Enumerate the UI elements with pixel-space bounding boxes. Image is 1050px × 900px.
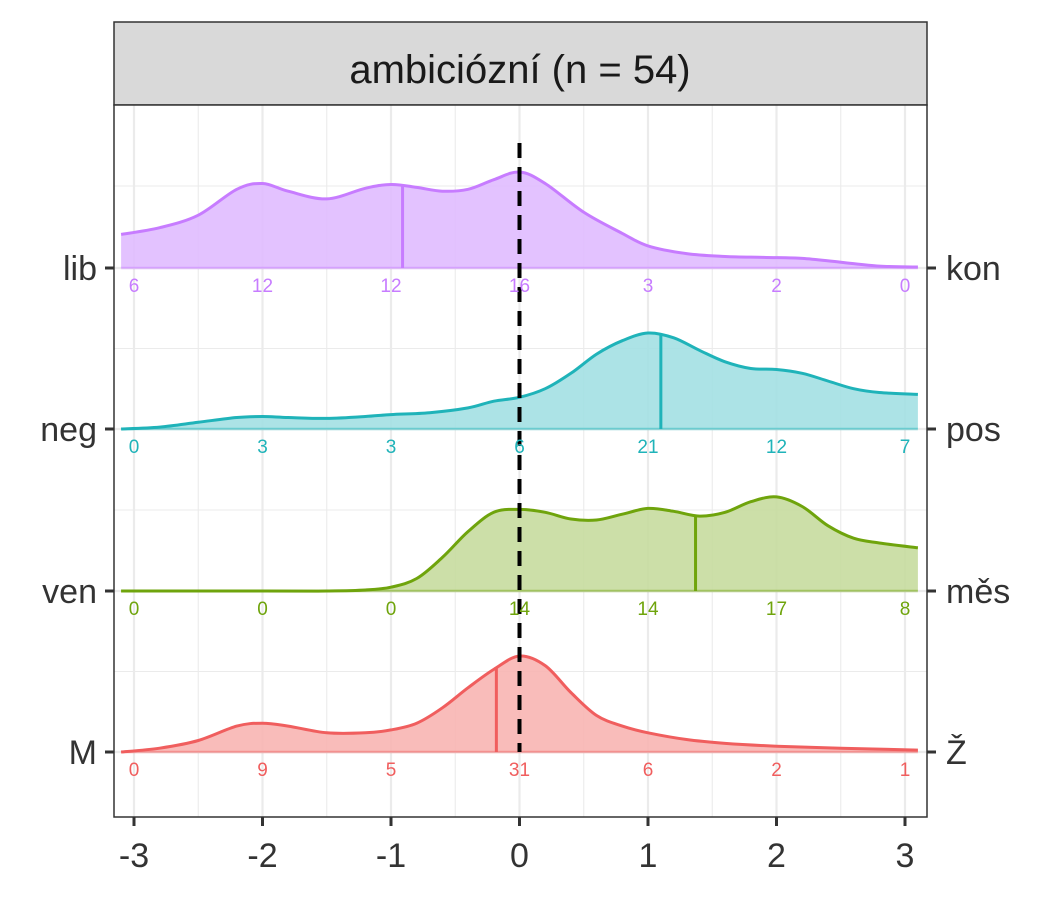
count-label: 16 (509, 276, 530, 297)
count-label: 0 (129, 760, 140, 781)
count-label: 3 (386, 437, 397, 458)
count-label: 21 (637, 437, 658, 458)
left-axis-label: lib (63, 250, 97, 288)
count-label: 0 (129, 599, 140, 620)
count-label: 17 (766, 599, 787, 620)
ridge-curve (121, 331, 918, 431)
count-label: 6 (129, 276, 140, 297)
right-axis-label: Ž (946, 734, 967, 772)
count-label: 2 (771, 760, 782, 781)
right-axis: kon pos měs Ž (927, 250, 1010, 772)
count-label: 8 (900, 599, 911, 620)
x-tick-label: 3 (896, 837, 915, 875)
x-axis: -3 -2 -1 0 1 2 3 (119, 817, 915, 875)
count-labels: 6 12 12 16 3 2 00 3 3 6 21 12 70 0 0 14 14 17 80 9 5 31 6 2 1 (129, 276, 911, 781)
left-axis-label: neg (40, 411, 97, 449)
right-axis-label: měs (946, 573, 1010, 611)
ridge-fill (121, 332, 918, 429)
x-tick-label: 2 (767, 837, 786, 875)
count-label: 0 (129, 437, 140, 458)
ridge-ven-měs (121, 495, 919, 593)
ridge-neg-pos (121, 331, 918, 431)
x-tick-label: -1 (376, 837, 406, 875)
count-label: 0 (257, 599, 268, 620)
count-label: 6 (643, 760, 654, 781)
count-label: 9 (257, 760, 268, 781)
count-label: 7 (900, 437, 911, 458)
count-label: 3 (257, 437, 268, 458)
chart-title: ambiciózní (n = 54) (349, 48, 690, 92)
count-label: 5 (386, 760, 397, 781)
count-label: 12 (252, 276, 273, 297)
count-label: 12 (380, 276, 401, 297)
x-tick-label: 1 (639, 837, 658, 875)
count-label: 1 (900, 760, 911, 781)
x-tick-label: -3 (119, 837, 149, 875)
count-label: 2 (771, 276, 782, 297)
count-label: 12 (766, 437, 787, 458)
count-label: 31 (509, 760, 530, 781)
ridge-curve (120, 170, 918, 269)
facet-strip (113, 21, 928, 106)
count-label: 0 (900, 276, 911, 297)
x-tick-label: -2 (247, 837, 277, 875)
right-axis-label: pos (946, 411, 1001, 449)
count-label: 6 (514, 437, 525, 458)
left-axis-label: M (69, 734, 97, 772)
left-axis-label: ven (42, 573, 97, 611)
ridge-fill (121, 496, 918, 592)
left-axis: lib neg ven M (40, 250, 114, 772)
count-label: 14 (509, 599, 531, 620)
count-label: 3 (643, 276, 654, 297)
x-tick-label: 0 (510, 837, 529, 875)
right-axis-label: kon (946, 250, 1001, 288)
count-label: 14 (637, 599, 659, 620)
count-label: 0 (386, 599, 397, 620)
ridge-curve (120, 654, 918, 754)
ridge-curve (121, 495, 919, 593)
